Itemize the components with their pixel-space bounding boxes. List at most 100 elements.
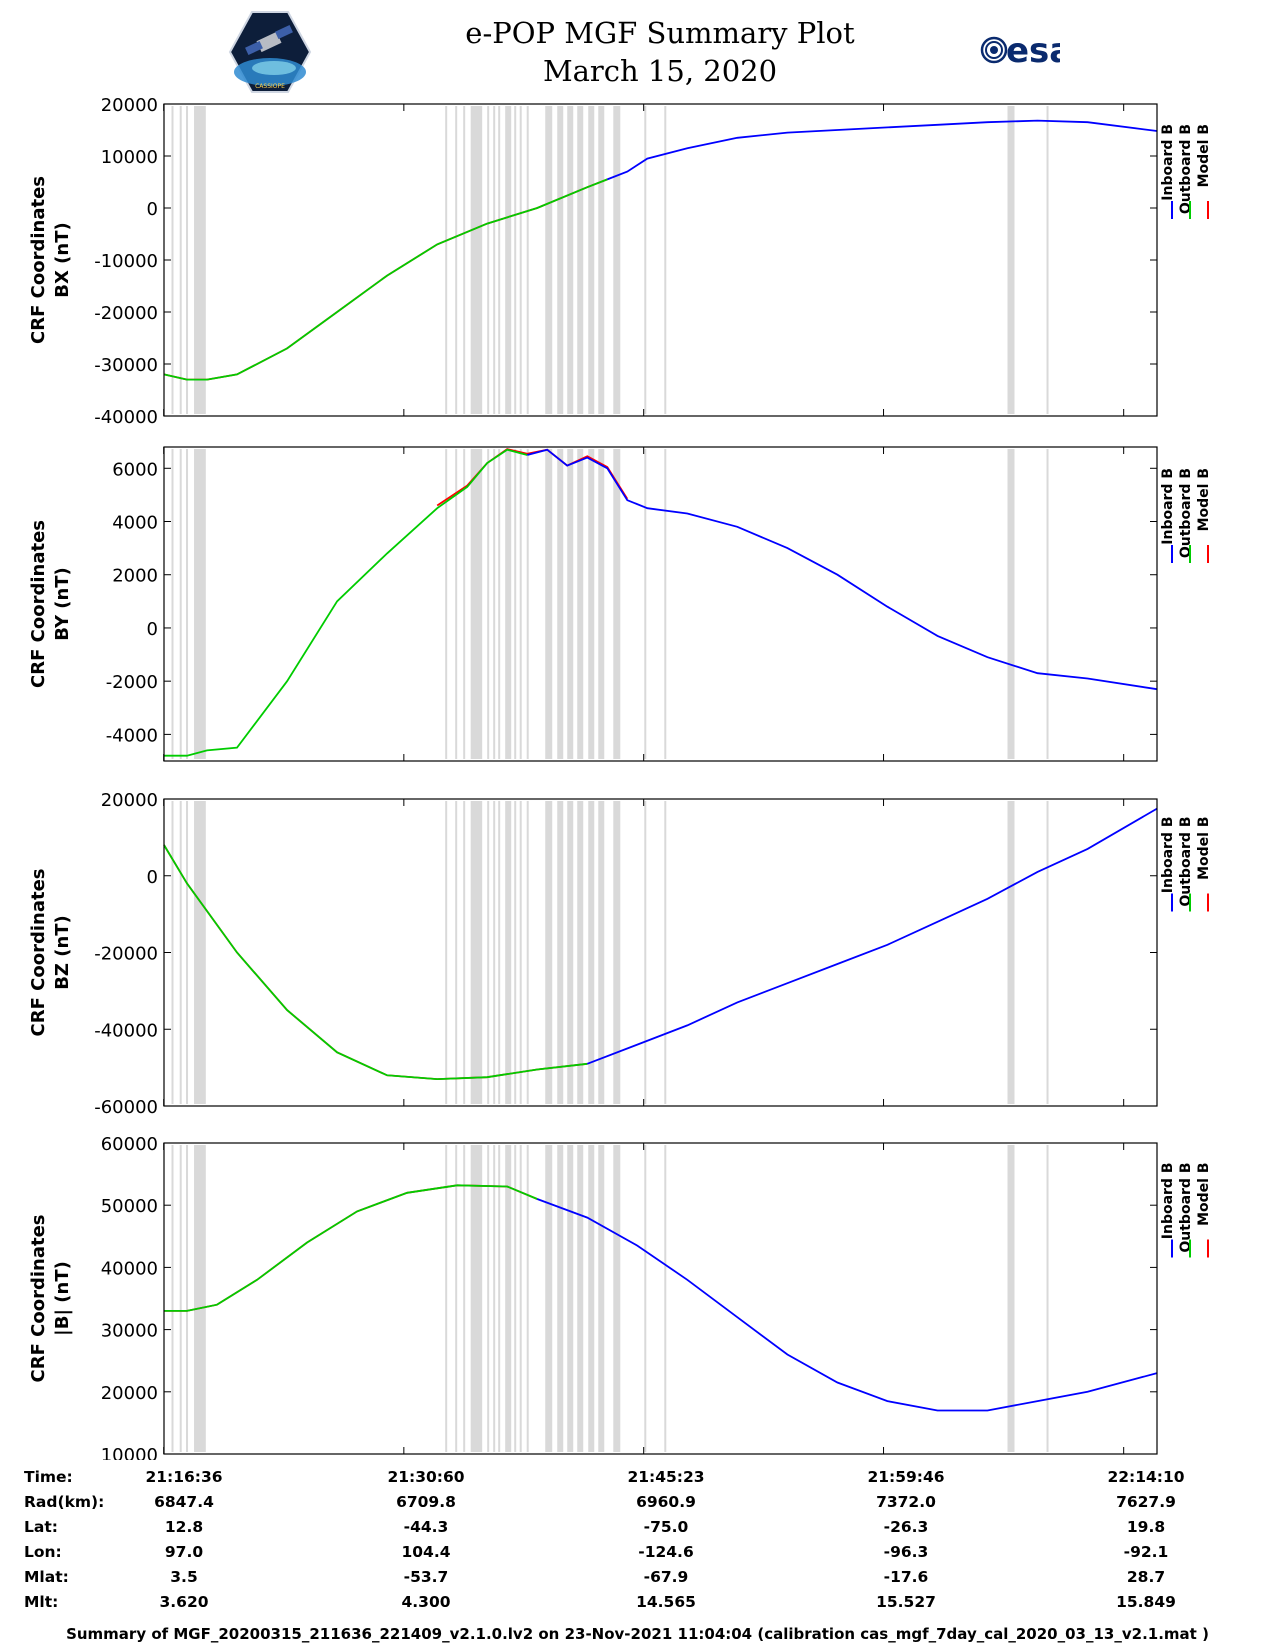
data-gap-band xyxy=(526,801,529,1104)
data-gap-band xyxy=(493,106,496,414)
info-row-value: 3.5 xyxy=(170,1568,198,1586)
data-gap-band xyxy=(567,106,574,414)
data-gap-band xyxy=(445,449,448,759)
info-row-value: -17.6 xyxy=(883,1568,929,1586)
data-gap-band xyxy=(514,449,517,759)
legend-label-model-b: Model B xyxy=(1196,817,1212,880)
series-line-model-b xyxy=(163,844,588,1081)
series-line-inboard-b xyxy=(606,119,1158,181)
y-tick-label: 20000 xyxy=(101,95,158,116)
data-gap-band xyxy=(470,1145,483,1452)
data-gap-band xyxy=(505,1145,512,1452)
data-gap-band xyxy=(1046,1145,1049,1452)
data-gap-band xyxy=(445,1145,448,1452)
legend: Inboard B Outboard B Model B xyxy=(1160,468,1212,563)
data-gap-band xyxy=(545,449,553,759)
logo-caption: CASSIOPE xyxy=(255,83,285,90)
y-axis-label-line2: BY (nT) xyxy=(52,567,73,641)
y-tick-label: 60000 xyxy=(101,1134,158,1155)
series-line-outboard-b xyxy=(164,448,528,757)
data-gap-band xyxy=(1007,106,1015,414)
data-gap-band xyxy=(1046,449,1049,759)
y-tick-label: 2000 xyxy=(112,566,158,587)
legend-label-model-b: Model B xyxy=(1196,124,1212,187)
data-gap-band xyxy=(557,449,564,759)
info-row-value: 14.565 xyxy=(636,1593,696,1611)
data-gap-band xyxy=(179,106,182,414)
data-gap-band xyxy=(588,801,595,1104)
data-gap-band xyxy=(514,106,517,414)
data-gap-band xyxy=(179,801,182,1104)
legend: Inboard B Outboard B Model B xyxy=(1160,124,1212,219)
y-tick-label: 6000 xyxy=(112,459,158,480)
data-gap-band xyxy=(557,801,564,1104)
data-gap-band xyxy=(463,1145,466,1452)
info-row-value: 104.4 xyxy=(401,1543,451,1561)
data-gap-band xyxy=(613,801,621,1104)
series-line-inboard-b xyxy=(526,448,1158,691)
info-row-value: -26.3 xyxy=(883,1518,929,1536)
legend-label-inboard-b: Inboard B xyxy=(1160,1163,1176,1240)
y-tick-label: 10000 xyxy=(101,1445,158,1460)
data-gap-band xyxy=(179,449,182,759)
info-row-value: 6709.8 xyxy=(396,1493,456,1511)
y-tick-label: 4000 xyxy=(112,513,158,534)
title-line-2: March 15, 2020 xyxy=(542,54,778,88)
data-gap-band xyxy=(463,106,466,414)
panel-BX: 20000 10000 0 -10000 -20000 -30000 -40000 CRF C… xyxy=(28,95,1212,428)
data-gap-band xyxy=(463,801,466,1104)
legend-label-outboard-b: Outboard B xyxy=(1178,124,1194,214)
series-line-inboard-b xyxy=(536,1198,1158,1412)
data-gap-band xyxy=(171,449,174,759)
data-gap-band xyxy=(455,449,458,759)
data-gap-band xyxy=(519,1145,522,1452)
data-gap-band xyxy=(498,801,501,1104)
data-gap-band xyxy=(493,1145,496,1452)
info-row-value: -53.7 xyxy=(403,1568,449,1586)
legend-label-model-b: Model B xyxy=(1196,468,1212,531)
data-gap-band xyxy=(487,801,490,1104)
info-row: Rad(km): 6847.4 6709.8 6960.9 7372.0 7627.9 xyxy=(0,1493,1275,1517)
data-gap-band xyxy=(567,1145,574,1452)
info-row-label: Time: xyxy=(24,1468,73,1486)
y-axis-label-line2: BZ (nT) xyxy=(52,915,73,990)
legend-label-outboard-b: Outboard B xyxy=(1178,1163,1194,1253)
y-tick-label: -2000 xyxy=(106,672,158,693)
info-row-value: 21:59:46 xyxy=(867,1468,945,1486)
y-tick-label: 30000 xyxy=(101,1321,158,1342)
data-gap-band xyxy=(545,801,553,1104)
data-gap-bands xyxy=(171,1145,1049,1452)
data-gap-band xyxy=(545,106,553,414)
data-gap-band xyxy=(644,106,647,414)
data-gap-band xyxy=(526,1145,529,1452)
data-gap-band xyxy=(455,1145,458,1452)
data-gap-band xyxy=(664,801,667,1104)
y-tick-label: -40000 xyxy=(94,1020,158,1041)
data-gap-band xyxy=(598,1145,605,1452)
data-gap-band xyxy=(171,106,174,414)
data-gap-band xyxy=(487,1145,490,1452)
data-gap-band xyxy=(186,106,189,414)
y-axis-label-line1: CRF Coordinates xyxy=(28,176,49,344)
panel-BZ: 20000 0 -20000 -40000 -60000 CRF Coordinates B… xyxy=(28,790,1212,1118)
data-gap-bands xyxy=(171,106,1049,414)
y-tick-label: 10000 xyxy=(101,147,158,168)
data-gap-band xyxy=(664,1145,667,1452)
y-axis-label-line1: CRF Coordinates xyxy=(28,1215,49,1383)
y-axis-label-line1: CRF Coordinates xyxy=(28,869,49,1037)
legend-label-model-b: Model B xyxy=(1196,1163,1212,1226)
data-gap-bands xyxy=(171,449,1049,759)
data-gap-band xyxy=(519,106,522,414)
data-gap-band xyxy=(644,801,647,1104)
data-gap-band xyxy=(567,801,574,1104)
data-gap-band xyxy=(613,1145,621,1452)
info-row-value: -75.0 xyxy=(643,1518,689,1536)
info-row-value: -67.9 xyxy=(643,1568,689,1586)
info-row-label: Mlt: xyxy=(24,1593,59,1611)
series-line-outboard-b xyxy=(163,178,608,381)
info-row-value: 3.620 xyxy=(159,1593,209,1611)
data-gap-band xyxy=(470,106,483,414)
info-row-label: Lat: xyxy=(24,1518,58,1536)
info-row-value: 22:14:10 xyxy=(1107,1468,1185,1486)
